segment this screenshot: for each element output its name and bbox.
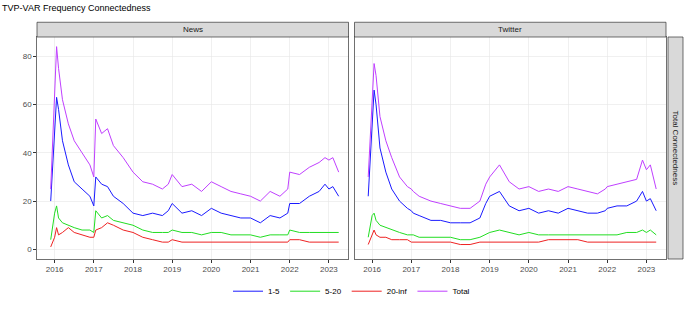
svg-text:2020: 2020 (202, 265, 220, 274)
svg-text:2019: 2019 (163, 265, 181, 274)
svg-text:2021: 2021 (559, 265, 577, 274)
svg-text:60: 60 (23, 100, 32, 109)
svg-text:2023: 2023 (638, 265, 656, 274)
svg-text:2018: 2018 (442, 265, 460, 274)
svg-text:20-inf: 20-inf (387, 287, 408, 296)
svg-text:News: News (183, 25, 203, 34)
svg-text:Total Connectedness: Total Connectedness (671, 111, 680, 186)
svg-text:2022: 2022 (598, 265, 616, 274)
svg-text:2021: 2021 (242, 265, 260, 274)
svg-text:80: 80 (23, 52, 32, 61)
svg-text:2017: 2017 (402, 265, 420, 274)
svg-text:2016: 2016 (363, 265, 381, 274)
svg-text:2019: 2019 (481, 265, 499, 274)
svg-text:2020: 2020 (520, 265, 538, 274)
svg-text:Twitter: Twitter (498, 25, 522, 34)
svg-text:Total: Total (452, 287, 469, 296)
svg-text:2018: 2018 (124, 265, 142, 274)
svg-text:2017: 2017 (85, 265, 103, 274)
svg-text:2022: 2022 (281, 265, 299, 274)
svg-text:40: 40 (23, 149, 32, 158)
svg-text:2016: 2016 (46, 265, 64, 274)
svg-text:0: 0 (27, 245, 32, 254)
svg-text:2023: 2023 (320, 265, 338, 274)
svg-text:20: 20 (23, 197, 32, 206)
svg-text:TVP-VAR Frequency Connectednes: TVP-VAR Frequency Connectedness (2, 3, 151, 13)
svg-text:5-20: 5-20 (325, 287, 342, 296)
svg-text:1-5: 1-5 (268, 287, 280, 296)
